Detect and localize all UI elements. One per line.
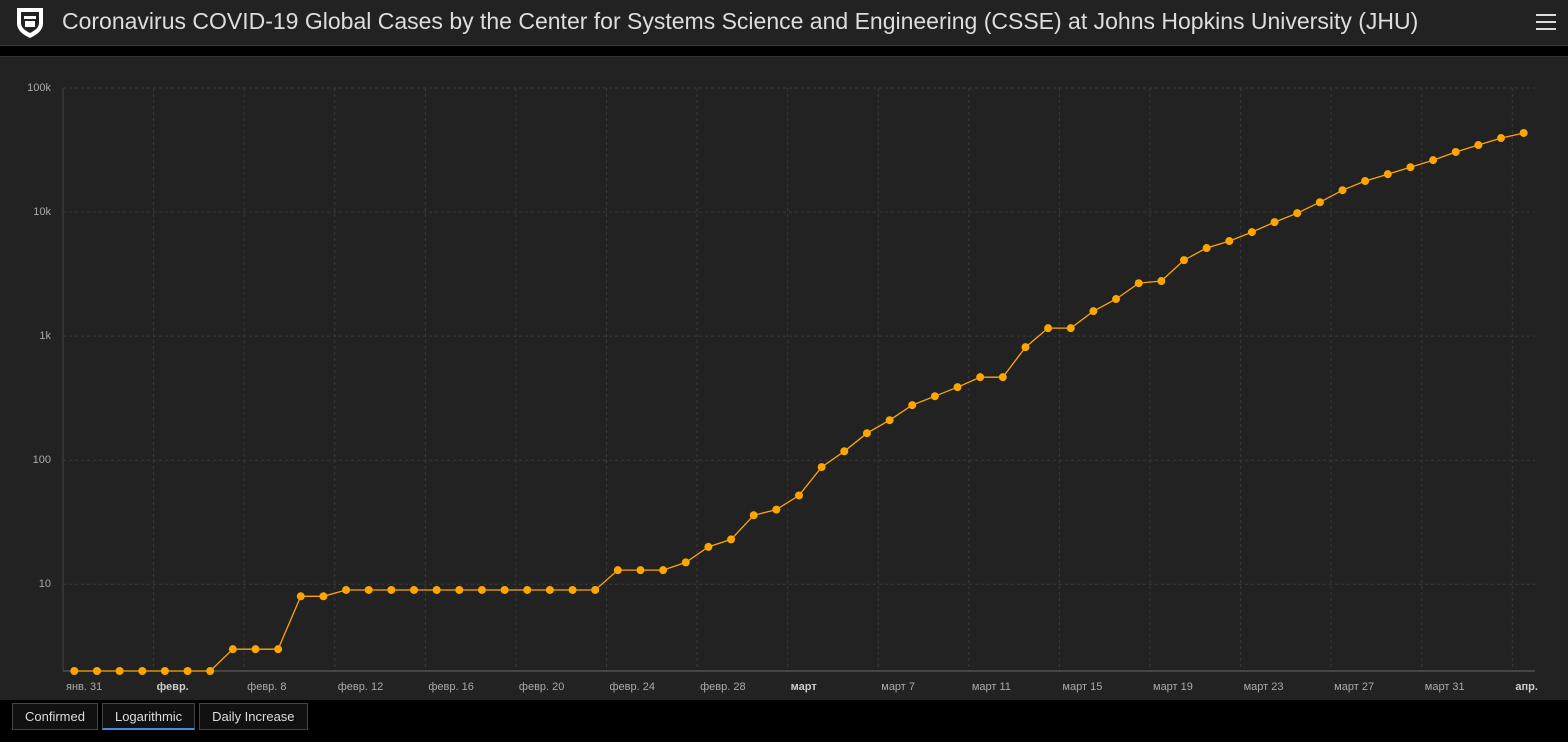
data-point (1406, 163, 1415, 172)
data-point (183, 667, 192, 675)
data-point (1066, 324, 1075, 333)
data-point (1134, 279, 1143, 288)
tab[interactable]: Confirmed (12, 703, 98, 730)
data-point (1179, 256, 1188, 265)
data-point (274, 645, 283, 654)
tab[interactable]: Logarithmic (101, 703, 196, 730)
data-point (1270, 218, 1279, 227)
data-point (930, 392, 939, 401)
data-point (591, 585, 600, 594)
data-point (206, 667, 215, 675)
x-tick-label: март 11 (972, 681, 1011, 693)
data-point (795, 491, 803, 500)
x-tick-label: март 19 (1153, 681, 1193, 693)
x-tick-label: март 31 (1425, 681, 1465, 693)
x-tick-label: февр. 16 (428, 681, 473, 693)
x-tick-label: февр. (157, 681, 189, 693)
data-point (885, 416, 894, 425)
data-point (908, 401, 917, 410)
data-point (92, 667, 101, 675)
data-point (1474, 141, 1483, 150)
data-point (704, 542, 713, 551)
data-point (1338, 186, 1347, 195)
tab-bar: Confirmed Logarithmic Daily Increase (12, 703, 308, 730)
data-point (998, 373, 1007, 382)
data-point (568, 585, 577, 594)
data-point (296, 592, 305, 601)
logo (17, 8, 43, 38)
data-point (342, 585, 351, 594)
data-point (772, 505, 781, 514)
data-point (1361, 177, 1370, 186)
data-point (636, 566, 645, 575)
data-point (613, 566, 622, 575)
x-tick-label: янв. 31 (66, 681, 102, 693)
data-point (364, 585, 373, 594)
data-point (1293, 209, 1302, 218)
data-point (160, 667, 169, 675)
data-point (840, 447, 849, 456)
data-point (477, 585, 486, 594)
data-point (976, 373, 985, 382)
header-title: Coronavirus COVID-19 Global Cases by the… (62, 8, 1419, 34)
data-point (1112, 295, 1121, 304)
chart: 10 100 1k 10k 100k янв. 31 февр. февр. 8 февр. 1… (27, 82, 1538, 693)
x-tick-label: февр. 20 (519, 681, 564, 693)
data-point (410, 585, 419, 594)
data-point (500, 585, 509, 594)
x-tick-label: март 15 (1062, 681, 1102, 693)
data-point (1021, 343, 1030, 352)
data-point (817, 463, 826, 472)
data-point (862, 429, 871, 438)
x-tick-label: февр. 12 (338, 681, 383, 693)
y-tick-label: 1k (39, 330, 51, 342)
data-point (1519, 128, 1528, 137)
x-tick-label: март 27 (1334, 681, 1374, 693)
data-point (1225, 237, 1234, 246)
x-tick-label: февр. 8 (247, 681, 286, 693)
data-point (115, 667, 124, 675)
data-point (319, 592, 328, 601)
data-point (1044, 324, 1053, 333)
data-point (545, 585, 554, 594)
y-tick-label: 10 (39, 578, 51, 590)
data-point (251, 645, 260, 654)
series-line (74, 132, 1524, 672)
data-point (387, 585, 396, 594)
data-point (681, 558, 690, 567)
x-tick-label: март 23 (1244, 681, 1284, 693)
x-tick-label: март (791, 681, 818, 693)
y-tick-label: 10k (33, 206, 51, 218)
data-point (432, 585, 441, 594)
data-point (455, 585, 464, 594)
data-point (1315, 198, 1324, 207)
menu-button[interactable] (1536, 12, 1556, 32)
data-point (228, 645, 237, 654)
data-point (1157, 277, 1166, 286)
data-point (659, 566, 668, 575)
data-point (1429, 156, 1438, 165)
data-point (1089, 307, 1098, 316)
data-point (1451, 147, 1460, 156)
data-point (70, 667, 79, 675)
x-tick-label: март 7 (881, 681, 915, 693)
x-tick-label: февр. 28 (700, 681, 745, 693)
y-tick-label: 100k (27, 82, 51, 94)
header: Coronavirus COVID-19 Global Cases by the… (0, 0, 1568, 46)
tab[interactable]: Daily Increase (199, 703, 308, 730)
data-point (953, 383, 962, 392)
data-point (1202, 244, 1211, 253)
data-point (727, 535, 736, 544)
data-point (1497, 134, 1506, 143)
data-point (523, 585, 532, 594)
data-point (1383, 170, 1392, 179)
y-tick-label: 100 (33, 454, 51, 466)
data-point (1247, 228, 1256, 237)
x-tick-label: февр. 24 (610, 681, 655, 693)
data-point (138, 667, 147, 675)
x-tick-label: апр. (1515, 681, 1538, 693)
chart-panel: 10 100 1k 10k 100k янв. 31 февр. февр. 8 февр. 1… (0, 56, 1568, 700)
data-point (749, 511, 758, 520)
